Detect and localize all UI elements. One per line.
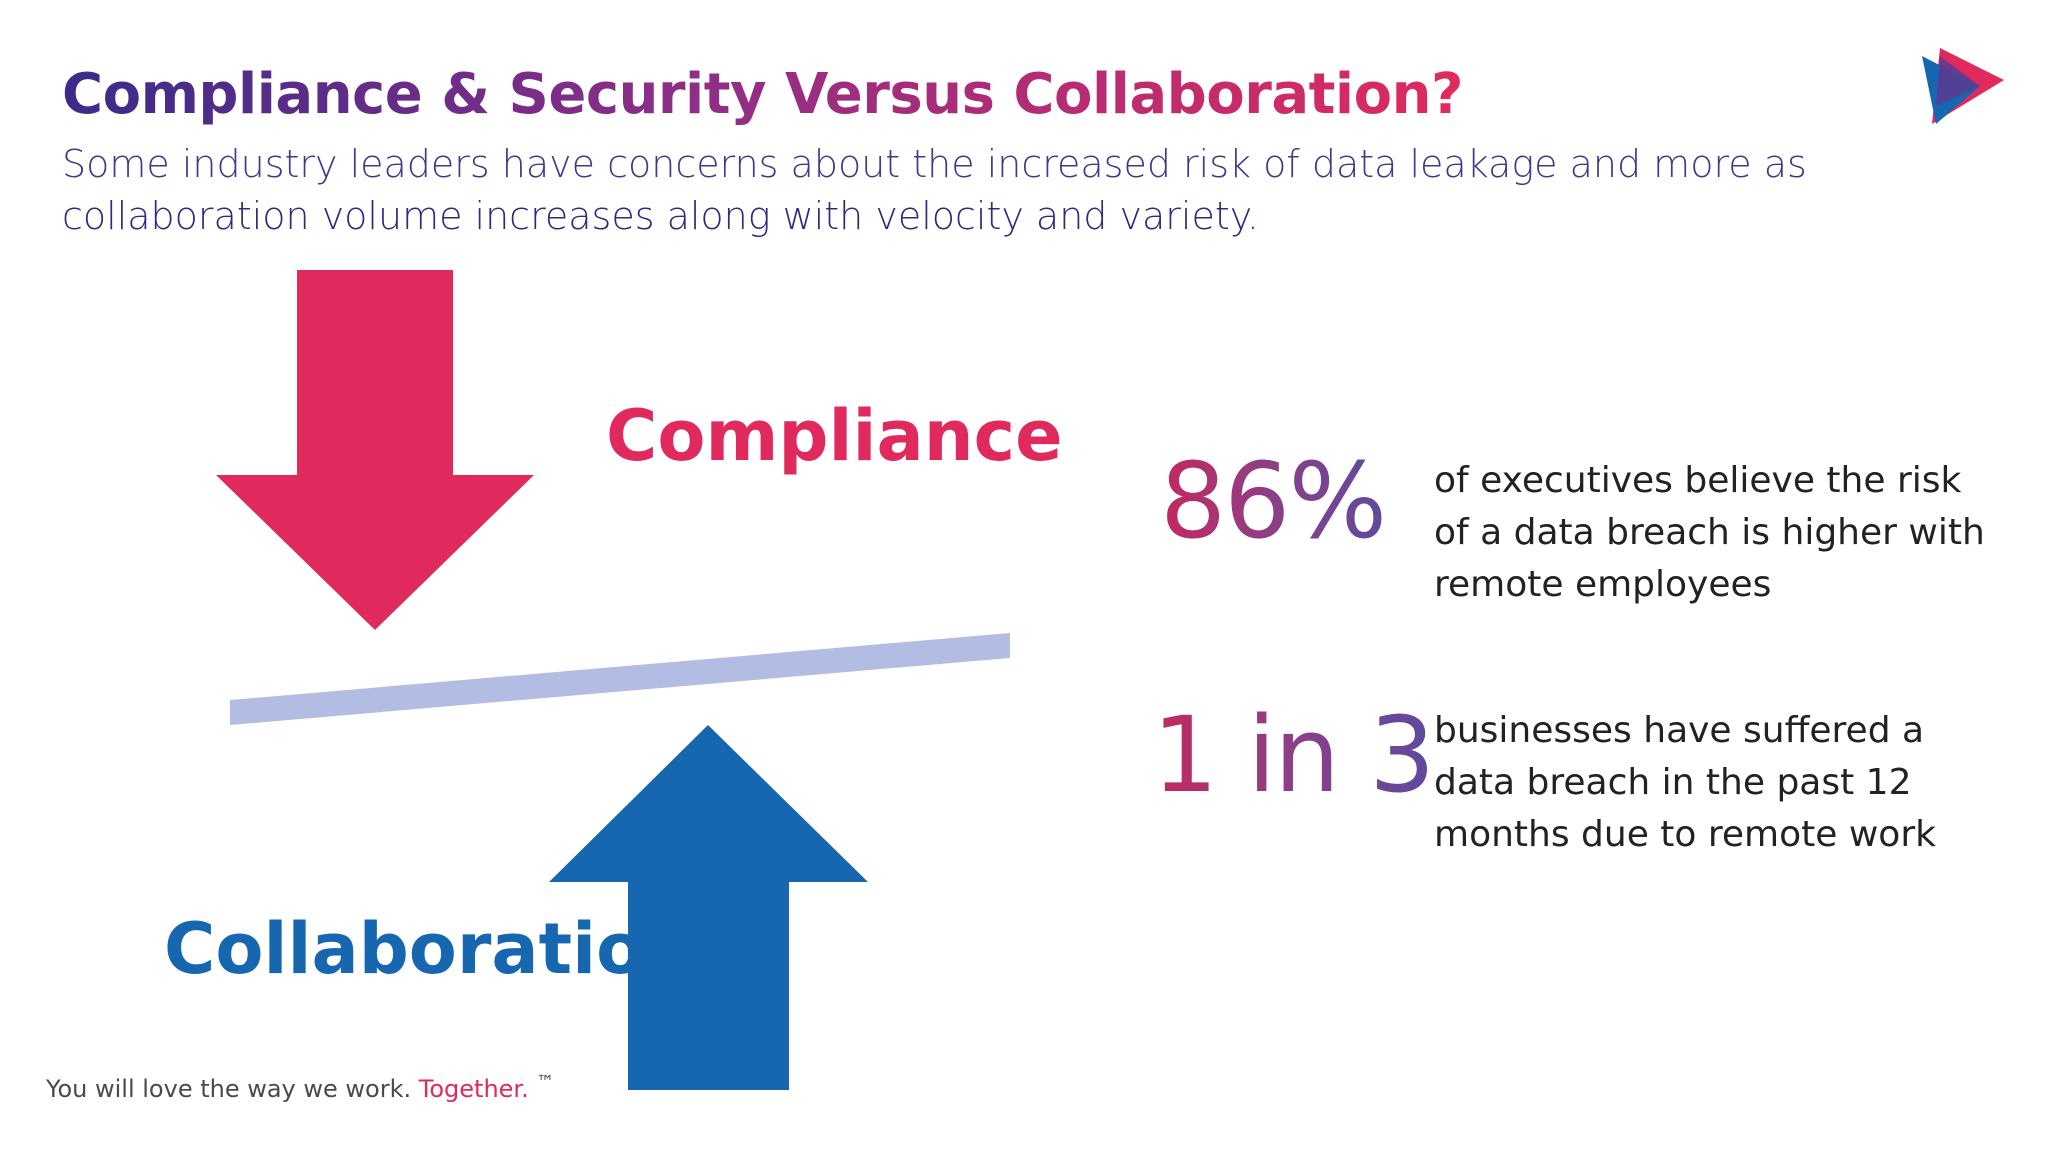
stat-value-businesses: 1 in 3 <box>1152 694 1435 816</box>
subtitle-strong-text: collaboration volume increases along wit… <box>62 194 1247 238</box>
trademark-symbol: ™ <box>536 1072 555 1093</box>
balance-diagram <box>216 270 1010 1090</box>
page-subtitle: Some industry leaders have concerns abou… <box>62 138 1812 242</box>
stat-value-executives: 86% <box>1160 440 1387 562</box>
stat-text-businesses: businesses have suffered a data breach i… <box>1434 710 1936 855</box>
compliance-label: Compliance <box>606 395 1063 477</box>
footer-text: You will love the way we work. <box>46 1075 412 1103</box>
footer-tagline: You will love the way we work. Together.… <box>46 1072 554 1103</box>
stat-text-executives: of executives believe the risk of a data… <box>1434 460 1985 605</box>
subtitle-end-text: . <box>1246 194 1259 238</box>
arrow-down-icon <box>216 270 534 630</box>
footer-highlight: Together. <box>418 1075 529 1103</box>
balance-bar <box>230 633 1010 725</box>
subtitle-light-text: Some industry leaders have concerns abou… <box>62 142 1807 186</box>
arrow-up-icon <box>549 725 868 1090</box>
page-title: Compliance & Security Versus Collaborati… <box>62 62 1463 127</box>
play-logo-icon <box>1922 48 2004 124</box>
collaboration-label: Collaboration <box>164 908 695 990</box>
